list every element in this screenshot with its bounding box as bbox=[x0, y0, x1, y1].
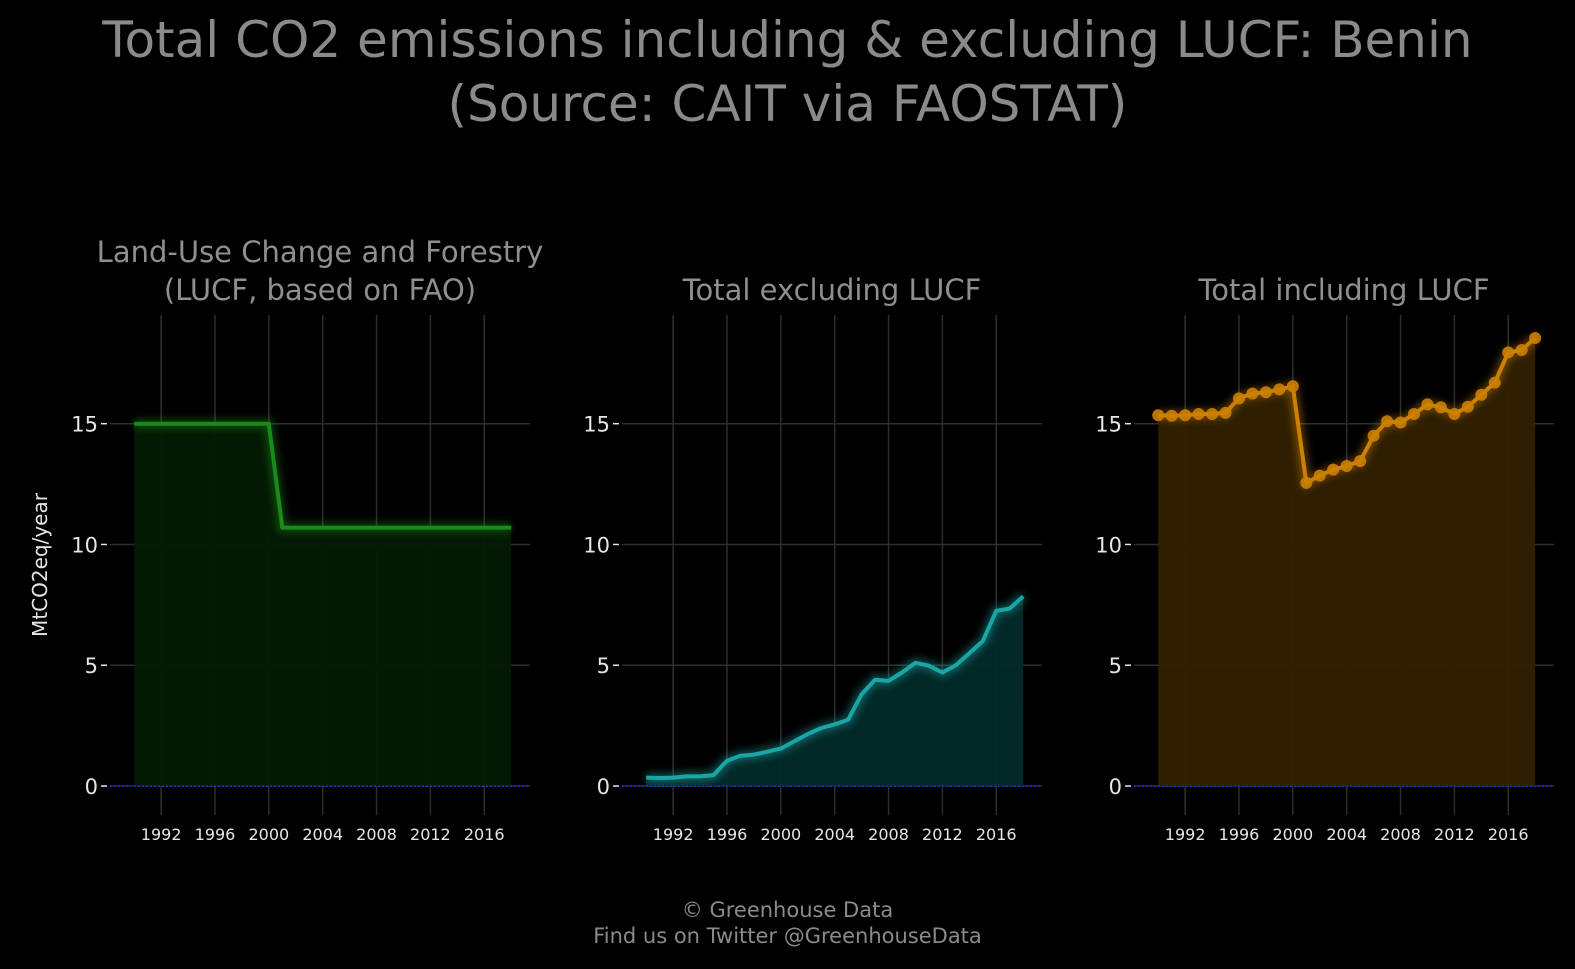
y-tick-label: 10 bbox=[583, 533, 610, 557]
series-area bbox=[134, 423, 512, 787]
series-area bbox=[646, 596, 1024, 787]
x-tick-label: 2012 bbox=[922, 825, 963, 844]
data-point bbox=[1286, 380, 1299, 393]
y-tick-label: 15 bbox=[71, 413, 98, 437]
x-tick-label: 1996 bbox=[1219, 825, 1260, 844]
credits-line-2: Find us on Twitter @GreenhouseData bbox=[593, 924, 982, 948]
data-point bbox=[1421, 398, 1434, 411]
data-point bbox=[1246, 387, 1259, 400]
series-line bbox=[134, 421, 512, 530]
panel-title: Land-Use Change and Forestry bbox=[97, 235, 544, 269]
panel-title: (LUCF, based on FAO) bbox=[164, 273, 476, 307]
data-point bbox=[1327, 463, 1340, 476]
data-point bbox=[1233, 392, 1245, 405]
data-point bbox=[1206, 408, 1219, 421]
x-tick-label: 2008 bbox=[1380, 825, 1421, 844]
data-point bbox=[1488, 376, 1501, 389]
data-point bbox=[1515, 344, 1528, 357]
y-tick-label: 5 bbox=[85, 654, 98, 678]
data-point bbox=[1300, 476, 1313, 489]
x-tick-label: 2016 bbox=[1488, 825, 1529, 844]
data-point bbox=[1179, 409, 1192, 422]
x-tick-label: 2000 bbox=[248, 825, 289, 844]
data-point bbox=[1259, 386, 1272, 399]
x-tick-label: 2008 bbox=[356, 825, 397, 844]
data-point bbox=[1461, 400, 1474, 413]
data-point bbox=[1273, 383, 1286, 396]
data-point bbox=[1367, 429, 1380, 442]
x-tick-label: 1992 bbox=[1165, 825, 1206, 844]
credits-line-1: © Greenhouse Data bbox=[681, 898, 894, 922]
x-tick-label: 1992 bbox=[653, 825, 694, 844]
y-tick-label: 5 bbox=[597, 654, 610, 678]
data-point bbox=[1313, 469, 1326, 482]
data-point bbox=[1192, 408, 1205, 421]
y-tick-label: 15 bbox=[583, 413, 610, 437]
x-tick-label: 1996 bbox=[707, 825, 748, 844]
data-point bbox=[1529, 331, 1542, 344]
x-tick-label: 2004 bbox=[1326, 825, 1367, 844]
x-tick-label: 1996 bbox=[195, 825, 236, 844]
data-point bbox=[1219, 406, 1232, 419]
panel-title: Total including LUCF bbox=[1197, 273, 1489, 307]
chart-title: Total CO2 emissions including & excludin… bbox=[0, 8, 1575, 136]
series-line bbox=[646, 594, 1025, 780]
data-point bbox=[1434, 401, 1447, 414]
data-point bbox=[1381, 415, 1394, 428]
data-point bbox=[1408, 408, 1420, 421]
y-tick-label: 0 bbox=[1109, 775, 1122, 799]
chart-title-line-1: Total CO2 emissions including & excludin… bbox=[102, 11, 1473, 69]
y-tick-label: 15 bbox=[1095, 413, 1122, 437]
x-tick-label: 1992 bbox=[141, 825, 182, 844]
x-tick-label: 2012 bbox=[410, 825, 451, 844]
data-point bbox=[1475, 388, 1488, 401]
x-tick-label: 2012 bbox=[1434, 825, 1475, 844]
y-tick-label: 10 bbox=[71, 533, 98, 557]
data-point bbox=[1165, 409, 1178, 422]
x-tick-label: 2016 bbox=[464, 825, 505, 844]
data-point bbox=[1340, 459, 1353, 472]
x-tick-label: 2008 bbox=[868, 825, 909, 844]
x-tick-label: 2016 bbox=[976, 825, 1017, 844]
y-tick-label: 0 bbox=[85, 775, 98, 799]
series-area bbox=[1158, 337, 1536, 787]
data-point bbox=[1354, 455, 1367, 468]
x-tick-label: 2000 bbox=[760, 825, 801, 844]
data-point bbox=[1394, 416, 1407, 429]
x-tick-label: 2000 bbox=[1272, 825, 1313, 844]
credits: © Greenhouse Data Find us on Twitter @Gr… bbox=[0, 897, 1575, 949]
y-tick-label: 0 bbox=[597, 775, 610, 799]
data-point bbox=[1502, 346, 1515, 359]
data-point bbox=[1152, 409, 1165, 422]
y-tick-label: 5 bbox=[1109, 654, 1122, 678]
data-point bbox=[1448, 408, 1461, 421]
y-tick-label: 10 bbox=[1095, 533, 1122, 557]
x-tick-label: 2004 bbox=[814, 825, 855, 844]
chart-title-line-2: (Source: CAIT via FAOSTAT) bbox=[447, 75, 1128, 133]
panel-title: Total excluding LUCF bbox=[682, 273, 982, 307]
y-axis-label: MtCO2eq/year bbox=[28, 492, 52, 637]
x-tick-label: 2004 bbox=[302, 825, 343, 844]
